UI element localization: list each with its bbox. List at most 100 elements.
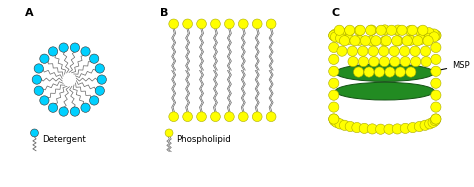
Circle shape [354,35,365,45]
Circle shape [350,36,360,46]
Circle shape [70,43,80,52]
Circle shape [358,46,368,56]
Circle shape [431,54,441,65]
Circle shape [385,67,395,77]
Circle shape [225,19,234,29]
Circle shape [428,117,438,128]
Circle shape [225,112,234,122]
Circle shape [355,25,365,35]
Circle shape [365,25,376,35]
Circle shape [328,30,339,41]
Circle shape [384,124,394,134]
Circle shape [424,28,434,38]
Circle shape [328,90,339,100]
Circle shape [358,56,369,67]
Circle shape [380,36,390,46]
Ellipse shape [335,82,434,100]
Circle shape [335,119,345,129]
Circle shape [95,86,104,95]
Circle shape [393,36,403,46]
Circle shape [430,116,440,126]
Circle shape [328,114,339,124]
Circle shape [416,26,426,37]
Circle shape [366,25,377,35]
Circle shape [400,123,410,134]
Text: B: B [160,8,168,18]
Circle shape [429,32,439,42]
Circle shape [424,33,434,43]
Circle shape [169,112,179,122]
Circle shape [81,103,90,112]
Circle shape [405,26,415,36]
Circle shape [337,46,347,56]
Text: A: A [25,8,34,18]
Circle shape [90,54,99,63]
Circle shape [344,26,354,37]
Circle shape [330,32,341,42]
Circle shape [354,67,364,77]
Circle shape [339,120,350,130]
Circle shape [34,86,44,95]
Circle shape [328,54,339,65]
Circle shape [70,107,80,116]
Circle shape [328,42,339,53]
Circle shape [375,124,386,134]
Circle shape [431,66,441,76]
Circle shape [344,34,354,45]
Circle shape [376,25,386,35]
Circle shape [329,116,339,126]
Circle shape [347,46,357,56]
Circle shape [59,107,68,116]
Circle shape [371,36,381,46]
Circle shape [410,56,421,67]
Text: Detergent: Detergent [42,135,86,144]
Circle shape [392,36,402,46]
Circle shape [183,19,192,29]
Circle shape [95,64,104,73]
Circle shape [431,114,441,124]
Circle shape [32,75,41,84]
Circle shape [354,26,365,36]
Circle shape [418,25,428,35]
Circle shape [345,121,356,132]
Circle shape [183,112,192,122]
Circle shape [386,25,397,35]
Circle shape [359,123,369,134]
Circle shape [420,46,430,56]
Circle shape [40,96,49,105]
Ellipse shape [335,64,434,81]
Circle shape [366,36,377,46]
Circle shape [431,42,441,53]
Circle shape [431,114,441,124]
Circle shape [252,112,262,122]
Circle shape [406,67,416,77]
Circle shape [169,19,179,29]
Circle shape [392,124,402,134]
Circle shape [197,19,206,29]
Circle shape [369,56,379,67]
Circle shape [379,56,390,67]
Circle shape [407,25,418,35]
Circle shape [40,54,49,63]
Circle shape [381,36,392,46]
Circle shape [336,33,346,43]
Text: MSP: MSP [430,61,470,73]
Circle shape [431,78,441,88]
Circle shape [431,102,441,112]
Circle shape [330,29,341,39]
Circle shape [412,36,423,46]
Circle shape [328,102,339,112]
Circle shape [210,19,220,29]
Circle shape [416,34,426,45]
Circle shape [380,25,390,35]
Circle shape [97,75,106,84]
Circle shape [379,46,389,56]
Circle shape [238,112,248,122]
Circle shape [400,46,410,56]
Circle shape [352,122,362,133]
Circle shape [238,19,248,29]
Circle shape [345,25,355,35]
Circle shape [431,90,441,100]
Circle shape [402,36,412,46]
Circle shape [389,46,399,56]
